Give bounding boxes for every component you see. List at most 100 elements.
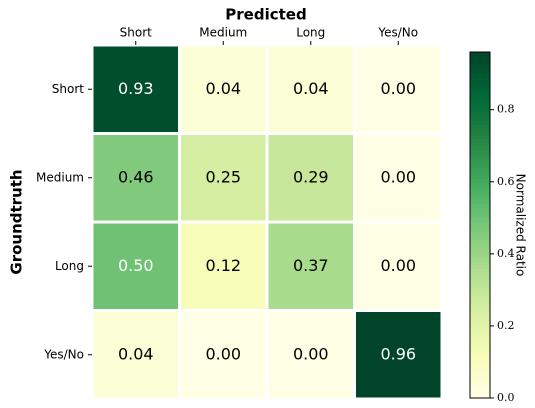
- colorbar-swatch: [470, 156, 490, 161]
- colorbar-swatch: [470, 289, 490, 295]
- heatmap-cell: [93, 312, 178, 398]
- colorbar-swatch: [470, 174, 490, 179]
- cell-label: 0.00: [380, 79, 416, 98]
- colorbar-swatch: [470, 185, 490, 190]
- heatmap-cell: [356, 312, 441, 398]
- colorbar-swatch: [470, 329, 490, 334]
- x-axis-title: Predicted: [225, 6, 306, 24]
- colorbar-swatch: [470, 293, 490, 298]
- heatmap-cell: [93, 223, 178, 309]
- colorbar-swatch: [470, 361, 490, 367]
- colorbar-swatch: [470, 98, 490, 104]
- heatmap-cell: [356, 46, 441, 132]
- colorbar-swatch: [470, 358, 490, 363]
- colorbar-tick-label: 0.8: [497, 103, 515, 116]
- colorbar-swatch: [470, 282, 490, 287]
- colorbar-swatch: [470, 170, 490, 176]
- colorbar-swatch: [470, 394, 490, 399]
- colorbar-swatch: [470, 246, 490, 251]
- colorbar-title: Normalized Ratio: [514, 174, 528, 277]
- colorbar-swatch: [470, 145, 490, 150]
- colorbar-swatch: [470, 387, 490, 392]
- colorbar-swatch: [470, 279, 490, 284]
- colorbar-swatch: [470, 257, 490, 262]
- colorbar-swatch: [470, 268, 490, 273]
- colorbar-swatch: [470, 271, 490, 277]
- cell-label: 0.29: [293, 167, 329, 186]
- colorbar-swatch: [470, 304, 490, 309]
- colorbar-swatch: [470, 192, 490, 197]
- colorbar-swatch: [470, 347, 490, 352]
- colorbar-swatch: [470, 275, 490, 280]
- colorbar-swatch: [470, 340, 490, 345]
- cell-label: 0.46: [118, 167, 154, 186]
- colorbar-swatch: [470, 163, 490, 168]
- heatmap-cell: [181, 223, 266, 309]
- cell-label: 0.50: [118, 256, 154, 275]
- x-tick-label: Short: [120, 26, 152, 40]
- colorbar-swatch: [470, 228, 490, 233]
- cell-label: 0.93: [118, 79, 154, 98]
- colorbar-swatch: [470, 138, 490, 143]
- colorbar-swatch: [470, 318, 490, 323]
- colorbar-swatch: [470, 286, 490, 291]
- colorbar-swatch: [470, 62, 490, 68]
- colorbar-swatch: [470, 315, 490, 320]
- colorbar-swatch: [470, 333, 490, 338]
- colorbar-swatch: [470, 88, 490, 93]
- colorbar-swatch: [470, 127, 490, 132]
- colorbar-swatch: [470, 214, 490, 219]
- colorbar-swatch: [470, 178, 490, 183]
- heatmap-cell: [356, 135, 441, 221]
- colorbar-swatch: [470, 383, 490, 388]
- colorbar-swatch: [470, 239, 490, 244]
- colorbar-tick-label: 0.2: [497, 319, 515, 332]
- colorbar-swatch: [470, 77, 490, 82]
- colorbar-swatch: [470, 102, 490, 107]
- heatmap-cell: [93, 135, 178, 221]
- cell-label: 0.04: [205, 79, 241, 98]
- colorbar-swatch: [470, 149, 490, 154]
- colorbar-frame: [469, 51, 491, 399]
- colorbar-swatch: [470, 66, 490, 71]
- heatmap-cell: [181, 46, 266, 132]
- colorbar-swatch: [470, 343, 490, 349]
- colorbar-swatch: [470, 120, 490, 125]
- heatmap-cell: [268, 46, 353, 132]
- colorbar-swatch: [470, 210, 490, 215]
- colorbar-swatch: [470, 390, 490, 395]
- colorbar-swatch: [470, 196, 490, 201]
- heatmap-cell: [356, 223, 441, 309]
- colorbar-swatch: [470, 134, 490, 140]
- colorbar-swatch: [470, 250, 490, 255]
- colorbar-swatch: [470, 379, 490, 385]
- x-tick-label: Yes/No: [377, 26, 418, 40]
- colorbar-swatch: [470, 221, 490, 226]
- colorbar-swatch: [470, 372, 490, 377]
- colorbar-swatch: [470, 113, 490, 118]
- cell-label: 0.00: [293, 344, 329, 363]
- colorbar-swatch: [470, 369, 490, 374]
- y-tick-label: Yes/No: [43, 347, 84, 361]
- x-tick-label: Long: [296, 26, 325, 40]
- colorbar-swatch: [470, 297, 490, 302]
- heatmap-cell: [93, 46, 178, 132]
- heatmap-cell: [268, 312, 353, 398]
- heatmap-cell: [268, 223, 353, 309]
- colorbar-swatch: [470, 261, 490, 266]
- heatmap-cell: [268, 135, 353, 221]
- colorbar-swatch: [470, 80, 490, 86]
- cell-label: 0.00: [380, 256, 416, 275]
- x-tick-label: Medium: [199, 26, 247, 40]
- cell-label: 0.12: [205, 256, 241, 275]
- colorbar-swatch: [470, 91, 490, 96]
- y-tick-label: Short: [52, 82, 84, 96]
- colorbar-swatch: [470, 188, 490, 194]
- colorbar-swatch: [470, 264, 490, 269]
- heatmap-cell: [181, 312, 266, 398]
- colorbar-swatch: [470, 311, 490, 316]
- colorbar-swatch: [470, 365, 490, 370]
- colorbar-swatch: [470, 232, 490, 237]
- colorbar-swatch: [470, 354, 490, 359]
